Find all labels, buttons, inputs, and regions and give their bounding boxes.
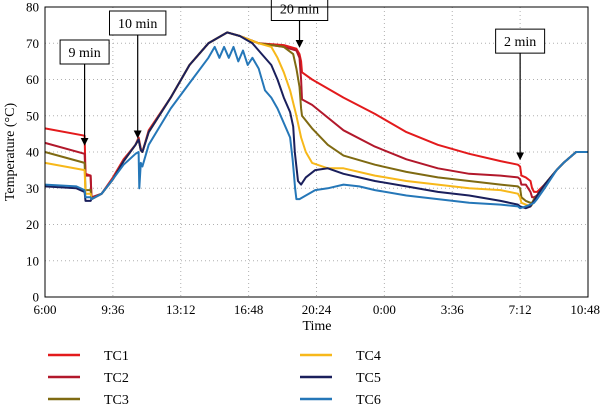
y-tick-label: 30 <box>26 181 39 196</box>
legend-label: TC4 <box>356 349 381 364</box>
legend-item-tc2: TC2 <box>48 371 129 386</box>
annotation-label: 2 min <box>504 35 536 50</box>
series-line-tc5 <box>44 31 588 210</box>
plot-frame <box>44 6 589 298</box>
y-tick-label: 60 <box>26 72 39 87</box>
annotation-box <box>59 39 110 65</box>
series-line-tc6 <box>44 45 588 210</box>
annotation-2: 10 min <box>108 10 167 139</box>
y-tick-label: 20 <box>26 217 39 232</box>
legend-label: TC2 <box>104 371 129 386</box>
y-axis-title: Temperature (°C) <box>3 103 18 202</box>
legend-item-tc3: TC3 <box>48 393 129 408</box>
y-tick-label: 0 <box>33 290 40 305</box>
x-tick-label: 10:48 <box>570 302 600 317</box>
annotation-3: 20 min <box>270 0 329 48</box>
x-tick-label: 6:00 <box>33 302 56 317</box>
legend-label: TC1 <box>104 349 129 364</box>
x-tick-label: 0:00 <box>373 302 396 317</box>
legend: TC1 TC2 TC3 TC4 TC5 TC6 <box>48 349 381 408</box>
y-tick-label: 50 <box>26 108 39 123</box>
x-axis-title: Time <box>302 319 331 334</box>
legend-item-tc1: TC1 <box>48 349 129 364</box>
annotation-box <box>495 28 546 54</box>
x-tick-label: 9:36 <box>101 302 125 317</box>
legend-label: TC6 <box>356 393 381 408</box>
legend-item-tc6: TC6 <box>300 393 381 408</box>
series-line-tc2 <box>44 31 588 199</box>
x-tick-label: 16:48 <box>234 302 264 317</box>
axis-ticks: 0 10 20 30 40 50 60 70 80 6:00 9:36 13:12 16:48 20:24… <box>26 0 600 317</box>
x-tick-label: 20:24 <box>302 302 332 317</box>
annotation-1: 9 min <box>59 39 110 146</box>
x-tick-label: 13:12 <box>166 302 196 317</box>
legend-item-tc4: TC4 <box>300 349 381 364</box>
x-tick-label: 3:36 <box>441 302 465 317</box>
legend-label: TC5 <box>356 371 381 386</box>
y-tick-label: 80 <box>26 0 39 15</box>
series-line-tc3 <box>44 31 588 204</box>
series-layer <box>44 31 588 210</box>
annotation-label: 10 min <box>118 17 157 32</box>
legend-label: TC3 <box>104 393 129 408</box>
y-tick-label: 10 <box>26 253 39 268</box>
y-tick-label: 70 <box>26 36 39 51</box>
legend-item-tc5: TC5 <box>300 371 381 386</box>
x-tick-label: 7:12 <box>509 302 532 317</box>
annotation-layer: 9 min 10 min 20 min 2 min <box>59 0 546 161</box>
annotation-label: 20 min <box>280 3 319 18</box>
y-tick-label: 40 <box>26 145 39 160</box>
annotation-4: 2 min <box>495 28 546 161</box>
annotation-label: 9 min <box>68 46 100 61</box>
